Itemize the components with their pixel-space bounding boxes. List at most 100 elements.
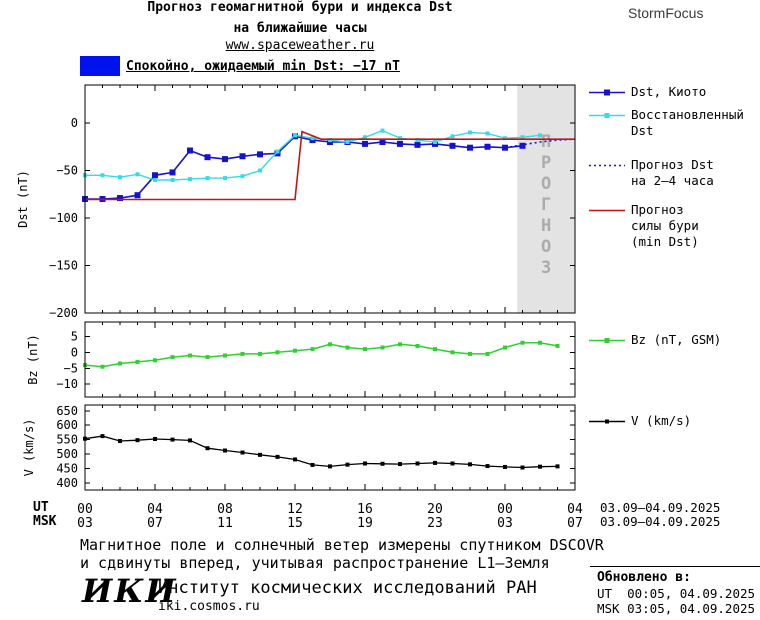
y-tick-label: 650: [56, 404, 78, 418]
y-tick-label: −10: [56, 377, 78, 391]
series-marker-v: [503, 464, 507, 469]
series-marker-dst-restored: [345, 140, 350, 144]
series-marker-v: [310, 462, 315, 467]
series-marker-v: [450, 461, 455, 466]
status-text[interactable]: Спокойно, ожидаемый min Dst: −17 nT: [126, 59, 400, 74]
legend-label: Прогноз силы бури (min Dst): [631, 202, 699, 249]
legend-item-bz: Bz (nT, GSM): [588, 332, 721, 348]
series-marker-dst-kyoto: [239, 153, 246, 160]
series-marker-v: [135, 438, 140, 443]
x-tick-label-ut: 04: [567, 502, 583, 517]
x-tick-label-ut: 20: [427, 502, 443, 517]
series-marker-bz: [345, 345, 350, 350]
series-marker-dst-kyoto: [397, 140, 403, 147]
legend-item-v: V (km/s): [588, 413, 691, 429]
iki-site-link[interactable]: iki.cosmos.ru: [158, 599, 260, 614]
legend-label: Восстановленный Dst: [631, 107, 744, 138]
legend-swatch-dst-forecast: [589, 164, 625, 167]
y-tick-label: 0: [71, 116, 78, 130]
series-marker-v: [380, 461, 385, 466]
series-marker-bz: [363, 347, 367, 352]
x-tick-label-msk: 15: [287, 516, 303, 531]
x-tick-label-msk: 07: [567, 516, 583, 531]
updated-msk: MSK 03:05, 04.09.2025: [597, 601, 756, 616]
series-marker-dst-restored: [170, 178, 175, 182]
series-marker-dst-restored: [258, 168, 262, 173]
series-marker-dst-kyoto: [519, 142, 526, 149]
series-dst-forecast: [504, 138, 576, 149]
series-marker-bz: [205, 355, 210, 360]
y-tick-label: −100: [49, 211, 78, 225]
x-tick-label-msk: 07: [147, 516, 163, 531]
series-marker-dst-kyoto: [379, 139, 386, 145]
series-marker-v: [293, 457, 297, 462]
series-marker-dst-restored: [433, 140, 437, 144]
series-marker-dst-restored: [520, 135, 525, 140]
legend-item-dst-kyoto: Dst, Киото: [588, 84, 706, 100]
series-marker-v: [415, 461, 420, 466]
updated-ut: UT 00:05, 04.09.2025: [597, 586, 756, 601]
x-tick-label-ut: 04: [147, 502, 163, 517]
y-tick-label: −50: [56, 164, 78, 178]
y-tick-label: −5: [64, 361, 78, 375]
series-marker-v: [170, 437, 175, 442]
series-marker-dst-restored: [100, 173, 105, 178]
series-marker-bz: [310, 347, 315, 352]
x-tick-label-msk: 03: [497, 516, 513, 531]
series-marker-bz: [555, 343, 560, 348]
legend-swatch-v: [589, 419, 625, 424]
series-marker-v: [188, 438, 192, 443]
series-marker-dst-restored: [275, 149, 280, 154]
series-marker-v: [275, 454, 280, 459]
x-tick-label-msk: 19: [357, 516, 373, 531]
series-marker-bz: [468, 351, 472, 356]
series-marker-dst-restored: [380, 128, 385, 133]
y-tick-label: 5: [71, 329, 78, 343]
series-marker-dst-kyoto: [449, 142, 456, 149]
series-marker-dst-restored: [328, 138, 332, 143]
series-marker-bz: [188, 353, 192, 358]
series-marker-v: [118, 439, 122, 444]
series-marker-v: [520, 465, 525, 470]
series-marker-bz: [415, 343, 420, 348]
chart-frame-v: [84, 404, 576, 491]
iki-logo: ИКИ: [82, 572, 178, 610]
y-tick-label: −150: [49, 259, 78, 273]
series-marker-dst-restored: [310, 136, 315, 141]
series-marker-dst-restored: [223, 176, 227, 181]
ut-row-label: UT: [33, 500, 49, 515]
series-marker-bz: [170, 355, 175, 360]
legend-label: Прогноз Dst на 2–4 часа: [631, 157, 714, 188]
series-marker-dst-restored: [118, 175, 122, 180]
institute-name: Институт космических исследований РАН: [158, 578, 537, 598]
series-marker-dst-restored: [240, 174, 245, 179]
series-marker-bz: [433, 347, 437, 352]
series-marker-v: [345, 462, 350, 467]
forecast-band: [517, 85, 575, 313]
ut-date-range: 03.09–04.09.2025: [600, 500, 721, 515]
series-marker-bz: [293, 348, 297, 353]
footer-note-2: и сдвинуты вперед, учитывая распростране…: [80, 554, 550, 572]
x-tick-label-msk: 23: [427, 516, 443, 531]
series-marker-bz: [328, 342, 332, 347]
legend-label: Bz (nT, GSM): [631, 332, 722, 347]
chart-legend: Dst, Киото Восстановленный Dst Прогноз Dst н…: [588, 0, 760, 620]
series-v: [84, 435, 558, 469]
series-marker-v: [398, 462, 402, 467]
page-title: Прогноз геомагнитной бури и индекса Dst: [147, 0, 453, 15]
series-marker-bz: [240, 351, 245, 356]
y-tick-label: 600: [56, 418, 78, 432]
legend-swatch-storm-forecast: [589, 209, 625, 212]
x-tick-label-msk: 03: [77, 516, 93, 531]
series-marker-bz: [538, 340, 542, 345]
x-tick-label-ut: 00: [77, 502, 93, 517]
series-marker-dst-restored: [188, 177, 192, 182]
series-marker-dst-restored: [398, 136, 402, 141]
spaceweather-link[interactable]: www.spaceweather.ru: [225, 38, 375, 53]
series-marker-dst-kyoto: [134, 192, 141, 199]
legend-item-storm-forecast: Прогноз силы бури (min Dst): [588, 202, 699, 250]
legend-swatch-dst-restored: [589, 113, 625, 118]
series-marker-dst-kyoto: [414, 141, 421, 148]
